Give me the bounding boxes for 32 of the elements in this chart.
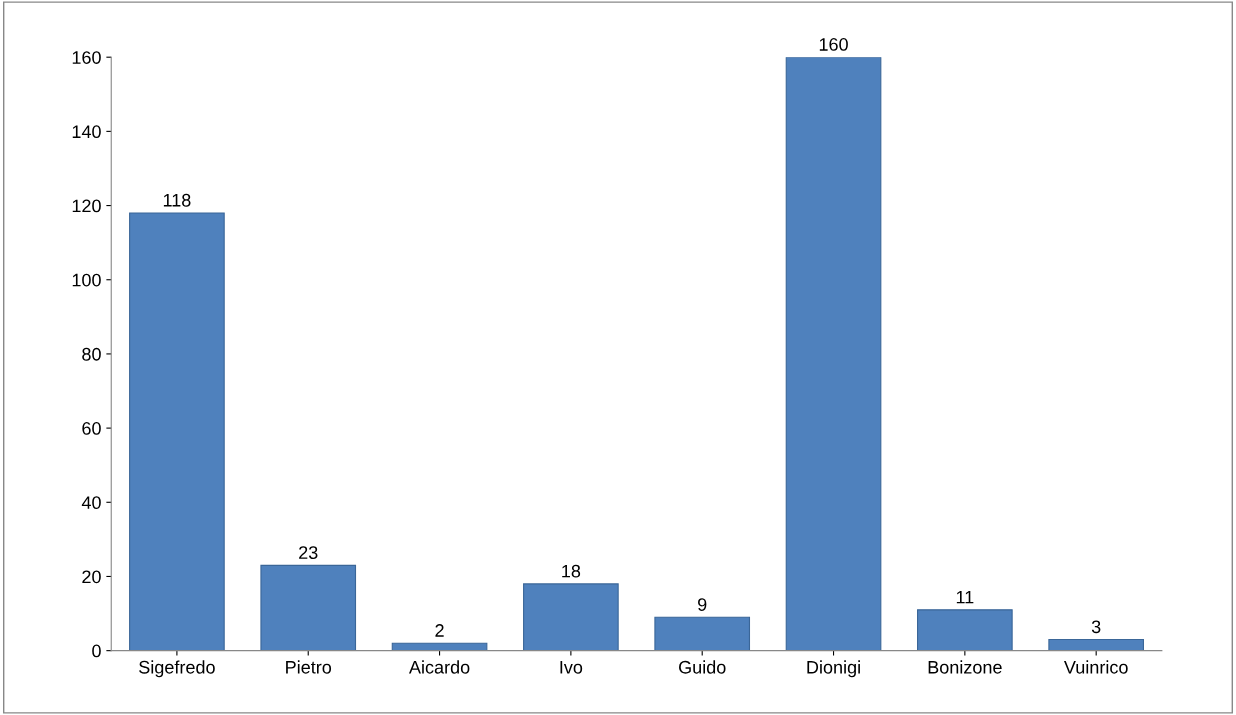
data-label: 18 [562,564,581,578]
data-label: 160 [819,38,848,51]
bar [129,212,225,651]
bar [785,57,882,651]
data-label: 2 [435,624,444,637]
x-tick-label: Pietro [286,660,332,674]
data-label: 118 [163,193,191,207]
y-tick-label: 100 [72,273,101,287]
bar [654,616,751,651]
bar [1048,638,1145,651]
bar [917,609,1013,651]
x-tick-label: Sigefredo [139,660,215,678]
y-tick-label: 140 [72,125,101,139]
y-tick-label: 60 [82,422,101,435]
x-tick-label: Guido [679,660,726,674]
y-tick-label: 0 [92,644,101,658]
x-tick-label: Bonizone [928,660,1002,674]
x-tick-label: Ivo [560,661,583,674]
y-tick-label: 160 [72,51,101,64]
data-label: 23 [299,546,318,559]
bar [523,583,619,651]
x-tick-label: Aicardo [408,660,470,674]
data-label: 9 [698,598,707,611]
data-label: 11 [956,590,974,604]
y-tick-label: 80 [82,347,101,361]
bar [260,564,357,651]
y-tick-label: 40 [81,496,101,510]
y-tick-label: 120 [72,199,101,213]
x-tick-label: Dionigi [807,660,860,678]
y-tick-label: 20 [82,570,101,584]
data-label: 3 [1091,620,1101,634]
x-tick-label: Vuinrico [1063,660,1128,674]
